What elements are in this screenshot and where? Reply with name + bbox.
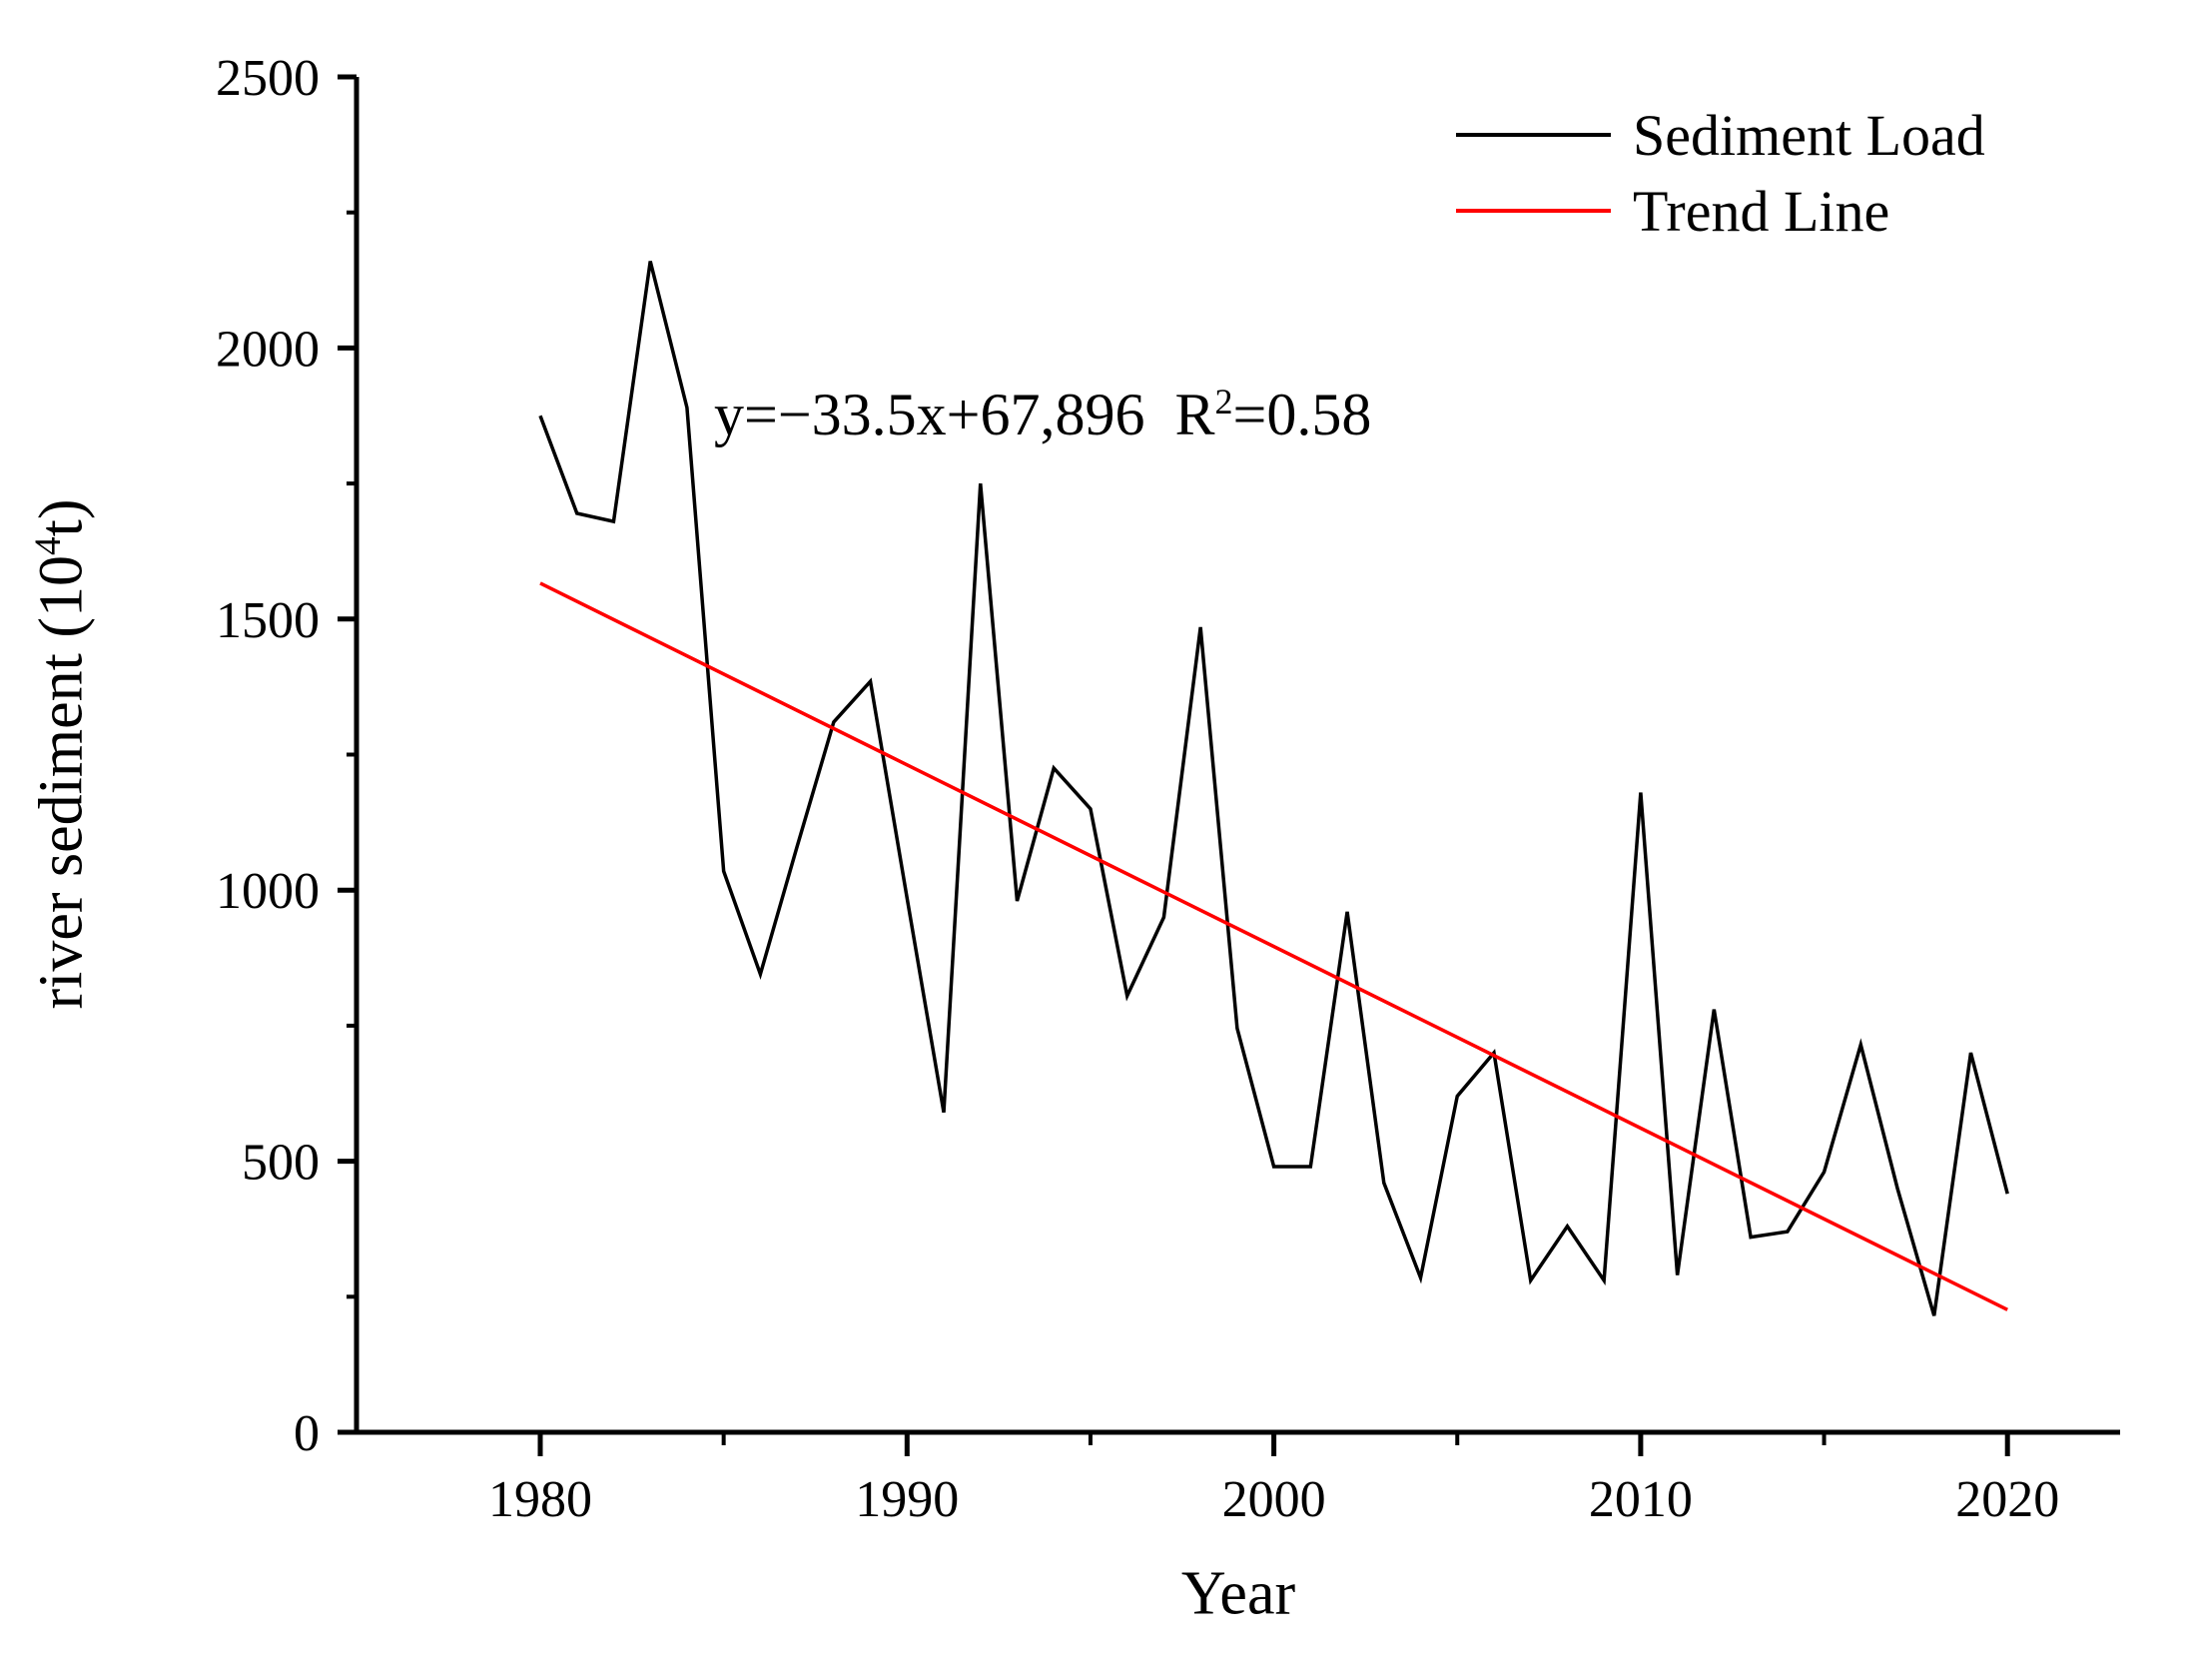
legend-label: Trend Line [1633,178,1890,244]
y-tick-label: 0 [294,1405,320,1462]
y-tick-label: 1500 [216,592,320,649]
y-tick-label: 2000 [216,321,320,378]
y-axis-title: river sediment (104t) [27,498,96,1010]
legend-line-swatch [1456,209,1611,213]
x-tick-label: 2000 [1222,1471,1326,1528]
x-tick-label: 2020 [1955,1471,2059,1528]
x-tick-label: 1980 [488,1471,592,1528]
legend-label: Sediment Load [1633,102,1985,168]
y-tick-label: 2500 [216,50,320,107]
trend-line [539,581,2008,1311]
x-tick-label: 1990 [855,1471,959,1528]
legend-row: Trend Line [1456,173,1985,249]
legend-line-swatch [1456,133,1611,137]
x-axis-title: Year [1180,1559,1296,1628]
x-tick-label: 2010 [1589,1471,1693,1528]
r-squared-superscript: 2 [1214,382,1233,421]
y-tick-label: 500 [242,1135,320,1192]
y-tick-label: 1000 [216,863,320,920]
legend-row: Sediment Load [1456,97,1985,173]
trend-equation: y=−33.5x+67,896 R2=0.58 [714,382,1372,447]
sediment-load-line [538,261,2009,1316]
legend: Sediment Load Trend Line [1456,97,1985,249]
y-axis-title-superscript: 4 [27,536,69,555]
